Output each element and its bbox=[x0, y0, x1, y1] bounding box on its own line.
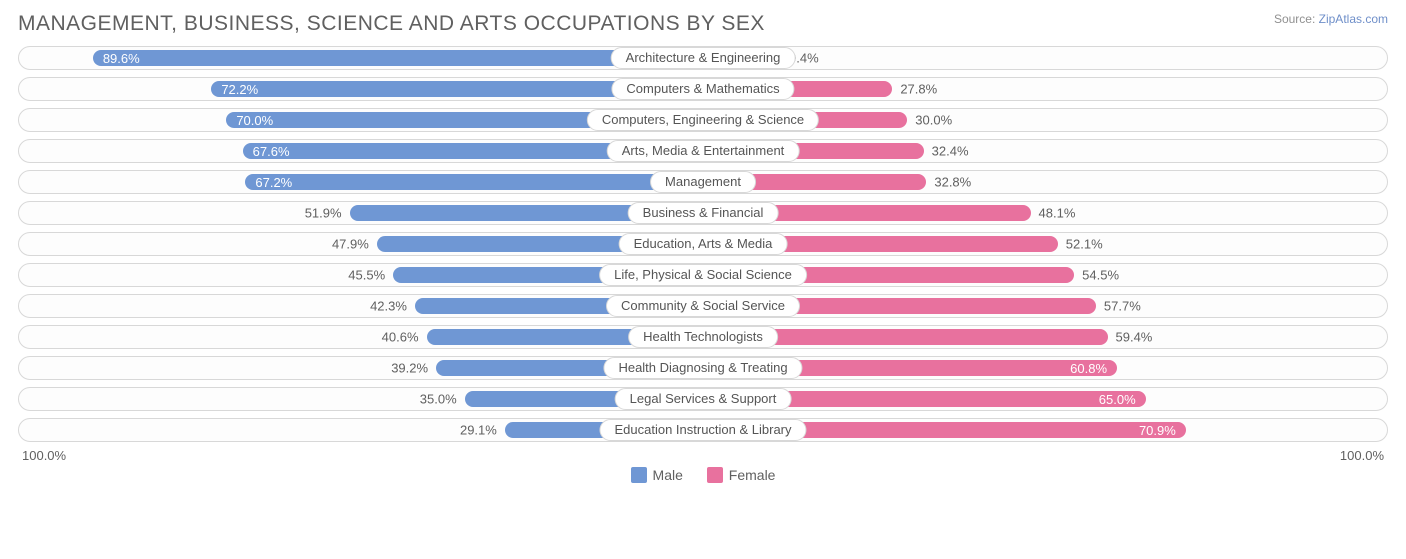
category-badge: Education, Arts & Media bbox=[619, 233, 788, 255]
legend-item-male: Male bbox=[631, 467, 683, 483]
male-swatch bbox=[631, 467, 647, 483]
male-value-label: 42.3% bbox=[370, 299, 407, 314]
bar-row: 40.6% 59.4% Health Technologists bbox=[18, 325, 1388, 349]
left-half: 47.9% bbox=[22, 236, 703, 252]
right-half: 57.7% bbox=[703, 298, 1384, 314]
category-badge: Legal Services & Support bbox=[615, 388, 792, 410]
left-half: 89.6% bbox=[22, 50, 703, 66]
female-value-label: 52.1% bbox=[1066, 237, 1103, 252]
female-value-label: 27.8% bbox=[900, 82, 937, 97]
left-half: 72.2% bbox=[22, 81, 703, 97]
right-half: 52.1% bbox=[703, 236, 1384, 252]
female-value-label: 57.7% bbox=[1104, 299, 1141, 314]
male-value-label: 89.6% bbox=[103, 51, 140, 66]
male-value-label: 47.9% bbox=[332, 237, 369, 252]
left-half: 40.6% bbox=[22, 329, 703, 345]
female-value-label: 32.4% bbox=[932, 144, 969, 159]
bar-row: 67.6% 32.4% Arts, Media & Entertainment bbox=[18, 139, 1388, 163]
bar-row: 45.5% 54.5% Life, Physical & Social Scienc… bbox=[18, 263, 1388, 287]
male-bar: 67.2% bbox=[245, 174, 703, 190]
bar-row: 47.9% 52.1% Education, Arts & Media bbox=[18, 232, 1388, 256]
bar-row: 72.2% 27.8% Computers & Mathematics bbox=[18, 77, 1388, 101]
right-half: 27.8% bbox=[703, 81, 1384, 97]
male-value-label: 67.2% bbox=[255, 175, 292, 190]
right-half: 65.0% bbox=[703, 391, 1384, 407]
male-value-label: 39.2% bbox=[391, 361, 428, 376]
female-value-label: 30.0% bbox=[915, 113, 952, 128]
right-half: 48.1% bbox=[703, 205, 1384, 221]
chart-title: MANAGEMENT, BUSINESS, SCIENCE AND ARTS O… bbox=[18, 12, 765, 36]
left-half: 35.0% bbox=[22, 391, 703, 407]
bar-row: 42.3% 57.7% Community & Social Service bbox=[18, 294, 1388, 318]
right-half: 60.8% bbox=[703, 360, 1384, 376]
female-value-label: 32.8% bbox=[934, 175, 971, 190]
male-value-label: 40.6% bbox=[382, 330, 419, 345]
bar-row: 70.0% 30.0% Computers, Engineering & Scien… bbox=[18, 108, 1388, 132]
source-prefix: Source: bbox=[1274, 12, 1319, 26]
source-attribution: Source: ZipAtlas.com bbox=[1274, 12, 1388, 26]
category-badge: Computers & Mathematics bbox=[611, 78, 794, 100]
x-axis: 100.0% 100.0% bbox=[18, 448, 1388, 463]
female-swatch bbox=[707, 467, 723, 483]
bar-row: 51.9% 48.1% Business & Financial bbox=[18, 201, 1388, 225]
bar-row: 35.0% 65.0% Legal Services & Support bbox=[18, 387, 1388, 411]
category-badge: Health Diagnosing & Treating bbox=[603, 357, 802, 379]
bar-row: 29.1% 70.9% Education Instruction & Librar… bbox=[18, 418, 1388, 442]
male-value-label: 51.9% bbox=[305, 206, 342, 221]
left-half: 51.9% bbox=[22, 205, 703, 221]
male-value-label: 29.1% bbox=[460, 423, 497, 438]
chart-container: MANAGEMENT, BUSINESS, SCIENCE AND ARTS O… bbox=[0, 0, 1406, 494]
source-link[interactable]: ZipAtlas.com bbox=[1319, 12, 1388, 26]
male-value-label: 45.5% bbox=[348, 268, 385, 283]
female-value-label: 59.4% bbox=[1116, 330, 1153, 345]
left-half: 67.6% bbox=[22, 143, 703, 159]
legend: Male Female bbox=[18, 467, 1388, 486]
female-value-label: 60.8% bbox=[1070, 361, 1107, 376]
male-value-label: 35.0% bbox=[420, 392, 457, 407]
category-badge: Arts, Media & Entertainment bbox=[607, 140, 800, 162]
category-badge: Life, Physical & Social Science bbox=[599, 264, 807, 286]
category-badge: Business & Financial bbox=[628, 202, 779, 224]
bar-row: 39.2% 60.8% Health Diagnosing & Treating bbox=[18, 356, 1388, 380]
left-half: 42.3% bbox=[22, 298, 703, 314]
legend-item-female: Female bbox=[707, 467, 776, 483]
category-badge: Architecture & Engineering bbox=[611, 47, 796, 69]
category-badge: Community & Social Service bbox=[606, 295, 800, 317]
male-value-label: 70.0% bbox=[236, 113, 273, 128]
legend-male-label: Male bbox=[653, 467, 683, 483]
left-half: 39.2% bbox=[22, 360, 703, 376]
axis-left-label: 100.0% bbox=[22, 448, 66, 463]
axis-right-label: 100.0% bbox=[1340, 448, 1384, 463]
right-half: 59.4% bbox=[703, 329, 1384, 345]
male-value-label: 67.6% bbox=[253, 144, 290, 159]
category-badge: Management bbox=[650, 171, 756, 193]
category-badge: Computers, Engineering & Science bbox=[587, 109, 819, 131]
right-half: 32.4% bbox=[703, 143, 1384, 159]
right-half: 10.4% bbox=[703, 50, 1384, 66]
category-badge: Health Technologists bbox=[628, 326, 778, 348]
legend-female-label: Female bbox=[729, 467, 776, 483]
left-half: 67.2% bbox=[22, 174, 703, 190]
female-value-label: 65.0% bbox=[1099, 392, 1136, 407]
female-value-label: 70.9% bbox=[1139, 423, 1176, 438]
header-row: MANAGEMENT, BUSINESS, SCIENCE AND ARTS O… bbox=[18, 12, 1388, 36]
bar-row: 89.6% 10.4%Architecture & Engineering bbox=[18, 46, 1388, 70]
category-badge: Education Instruction & Library bbox=[599, 419, 806, 441]
bar-row: 67.2% 32.8% Management bbox=[18, 170, 1388, 194]
right-half: 32.8% bbox=[703, 174, 1384, 190]
male-value-label: 72.2% bbox=[221, 82, 258, 97]
bar-rows: 89.6% 10.4%Architecture & Engineering 72.2… bbox=[18, 46, 1388, 442]
female-value-label: 54.5% bbox=[1082, 268, 1119, 283]
female-value-label: 48.1% bbox=[1039, 206, 1076, 221]
